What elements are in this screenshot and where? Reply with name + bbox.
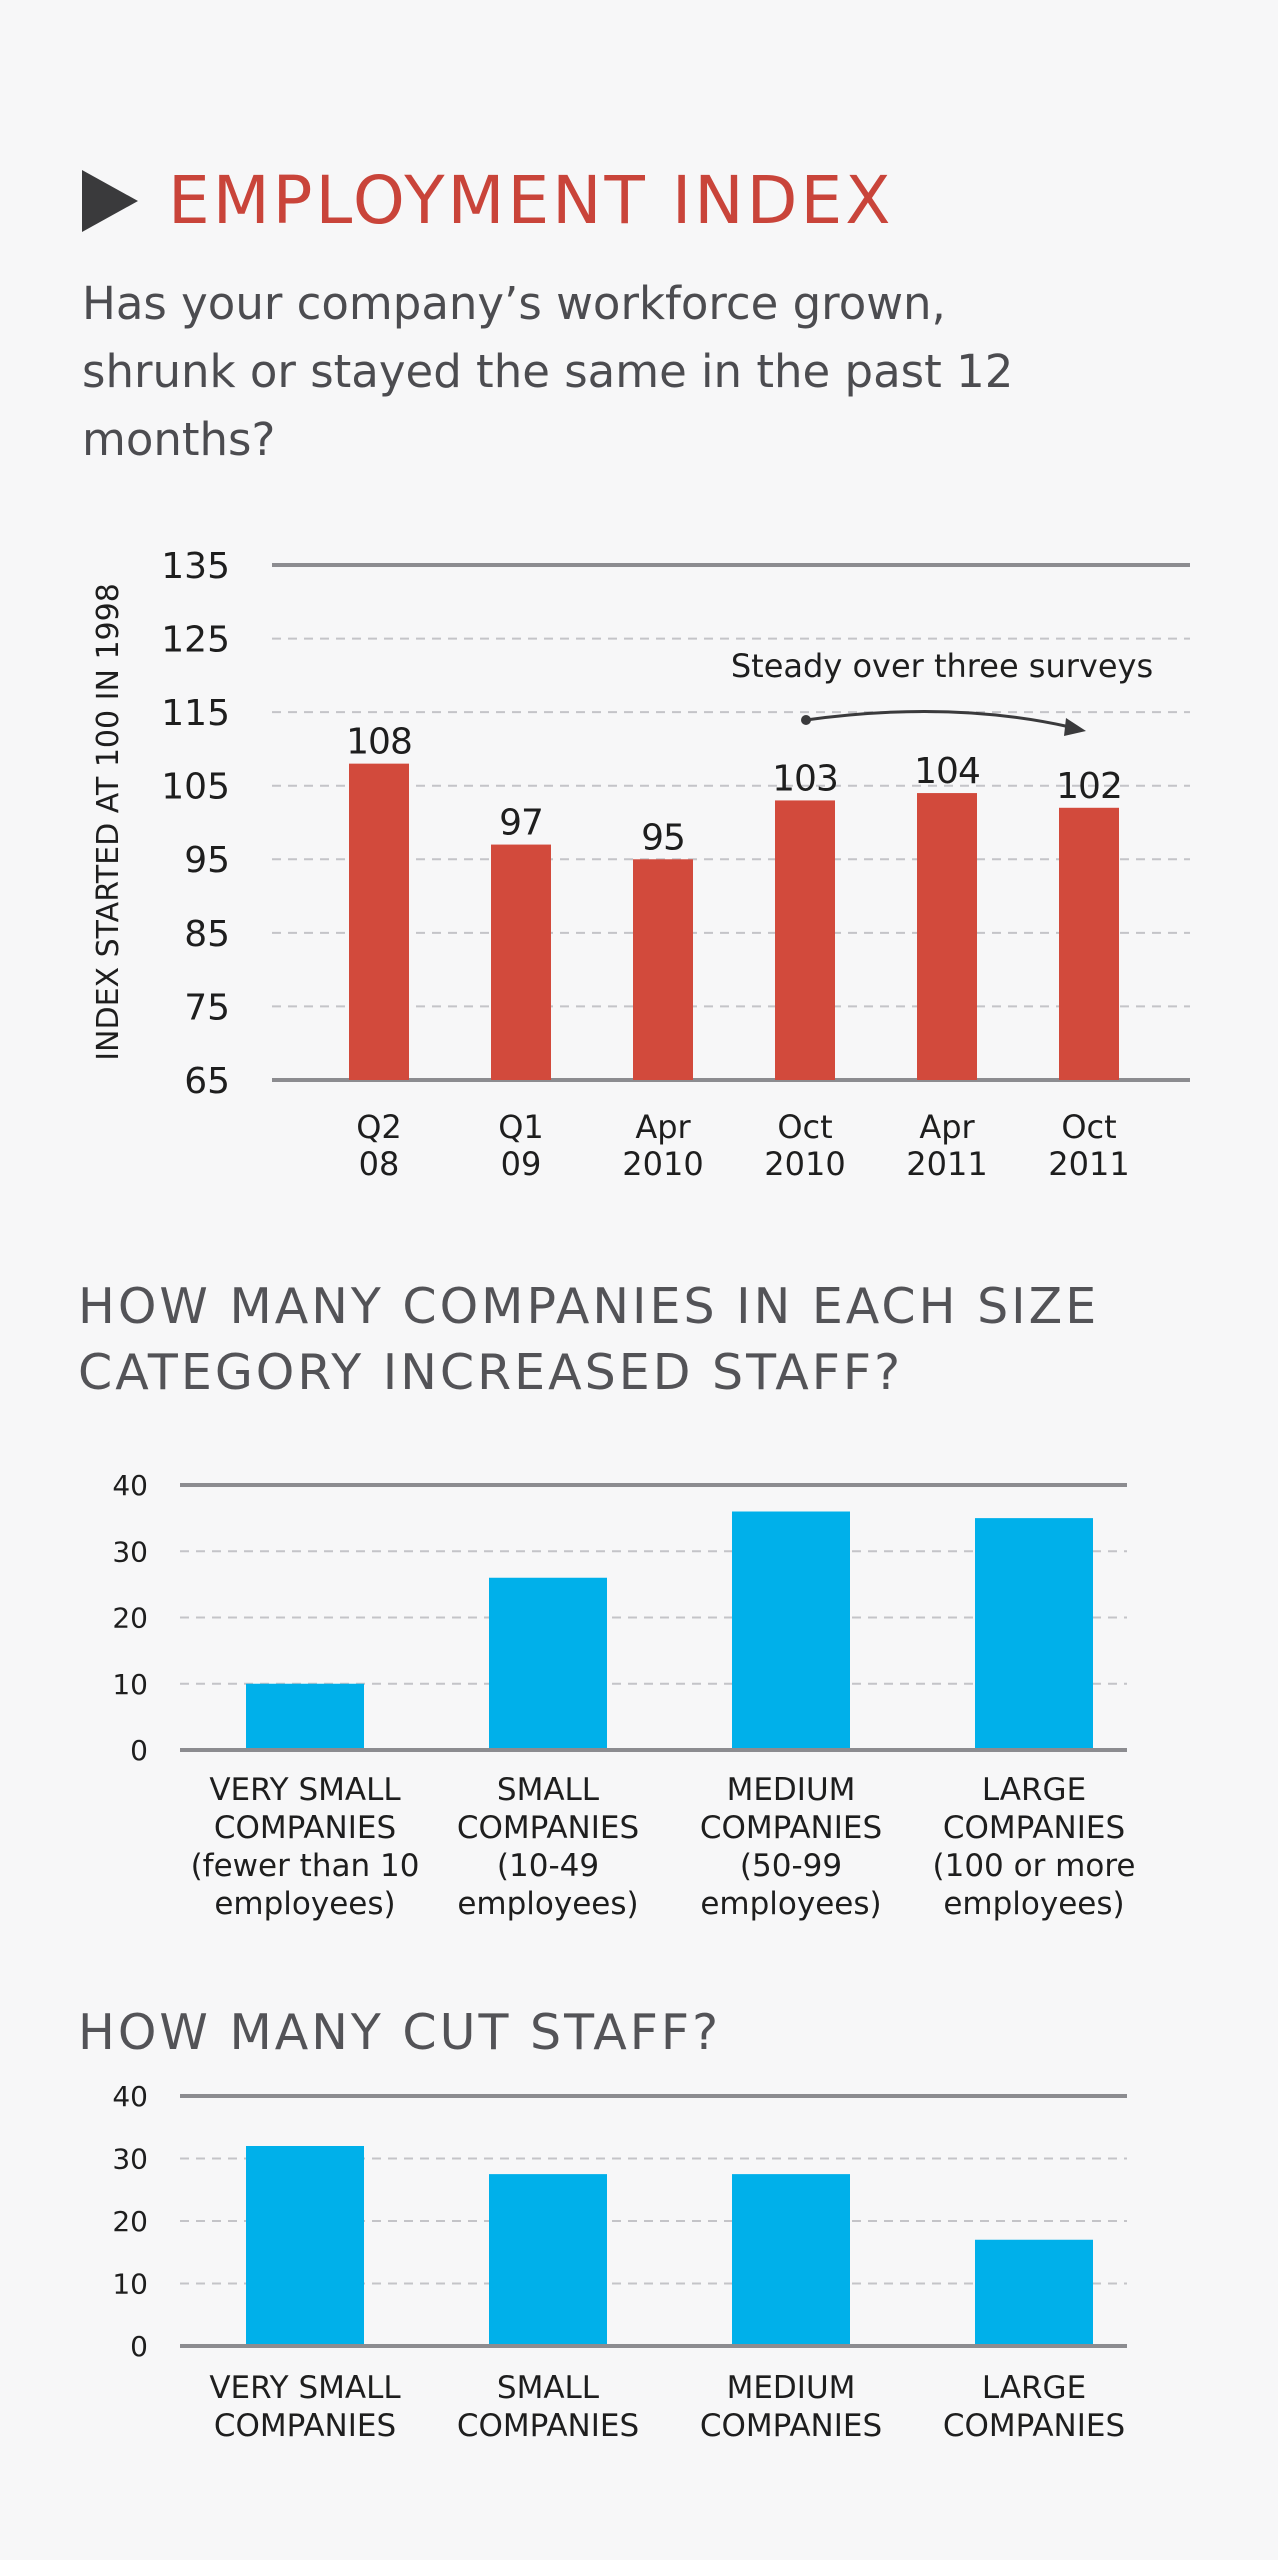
bar	[246, 1683, 364, 1748]
annotation-label: Steady over three surveys	[731, 647, 1153, 685]
y-tick-label: 20	[112, 1602, 148, 1635]
arrowhead-icon	[1064, 718, 1086, 736]
category-label: (50-99	[740, 1848, 842, 1884]
bar	[732, 2174, 850, 2344]
annotation-arrow	[805, 709, 1071, 729]
category-label: SMALL	[497, 1772, 600, 1808]
data-label: 104	[914, 751, 980, 792]
data-label: 108	[346, 722, 412, 763]
survey-question: Has your company’s workforce grown, shru…	[82, 277, 1014, 466]
y-tick-label: 40	[112, 1469, 148, 1502]
category-label: Apr	[635, 1108, 691, 1146]
bar	[975, 2239, 1093, 2344]
y-tick-label: 135	[161, 546, 230, 587]
page-title: EMPLOYMENT INDEX	[168, 162, 894, 239]
bar	[246, 2146, 364, 2344]
category-label: MEDIUM	[727, 2370, 856, 2406]
y-tick-label: 20	[112, 2205, 148, 2238]
bar	[489, 2174, 607, 2344]
bar	[917, 793, 977, 1080]
bar	[732, 1511, 850, 1748]
y-tick-label: 105	[161, 767, 230, 808]
cut-staff-title: HOW MANY CUT STAFF?	[78, 2004, 722, 2061]
category-label: COMPANIES	[943, 2408, 1125, 2444]
data-label: 97	[499, 803, 543, 844]
bar	[349, 763, 409, 1080]
y-axis-label: INDEX STARTED AT 100 IN 1998	[91, 583, 126, 1061]
category-label: COMPANIES	[700, 1810, 882, 1846]
y-tick-label: 75	[184, 987, 230, 1028]
category-label: VERY SMALL	[209, 1772, 401, 1808]
category-label: SMALL	[497, 2370, 600, 2406]
category-label: Q2	[356, 1108, 402, 1146]
category-label: Apr	[919, 1108, 975, 1146]
category-label: COMPANIES	[457, 1810, 639, 1846]
data-label: 102	[1056, 766, 1122, 807]
y-tick-label: 40	[112, 2080, 148, 2113]
y-tick-label: 85	[184, 914, 230, 955]
category-label: COMPANIES	[214, 1810, 396, 1846]
category-label: VERY SMALL	[209, 2370, 401, 2406]
data-label: 95	[641, 817, 685, 858]
category-label: Oct	[777, 1108, 832, 1146]
category-label: 2010	[622, 1145, 703, 1183]
bar	[491, 844, 551, 1080]
category-label: employees)	[214, 1886, 395, 1922]
y-tick-label: 125	[161, 620, 230, 661]
category-label: employees)	[943, 1886, 1124, 1922]
category-label: Q1	[498, 1108, 544, 1146]
category-label: 2010	[764, 1145, 845, 1183]
category-label: (10-49	[497, 1848, 599, 1884]
category-label: COMPANIES	[457, 2408, 639, 2444]
bar	[775, 800, 835, 1080]
y-tick-label: 30	[112, 1535, 148, 1568]
category-label: LARGE	[982, 1772, 1086, 1808]
y-tick-label: 0	[130, 1734, 148, 1767]
category-label: COMPANIES	[700, 2408, 882, 2444]
category-label: LARGE	[982, 2370, 1086, 2406]
play-triangle-icon	[82, 170, 138, 232]
category-label: MEDIUM	[727, 1772, 856, 1808]
category-label: 09	[501, 1145, 542, 1183]
category-label: Oct	[1061, 1108, 1116, 1146]
y-tick-label: 30	[112, 2143, 148, 2176]
data-label: 103	[772, 758, 838, 799]
y-tick-label: 0	[130, 2330, 148, 2363]
employment-index-chart: 13512511510595857565108Q20897Q10995Apr20…	[91, 546, 1190, 1183]
category-label: COMPANIES	[214, 2408, 396, 2444]
y-tick-label: 95	[184, 840, 230, 881]
category-label: 08	[359, 1145, 400, 1183]
category-label: (100 or more	[933, 1848, 1136, 1884]
header: EMPLOYMENT INDEX	[82, 168, 1202, 234]
category-label: 2011	[1048, 1145, 1129, 1183]
y-tick-label: 115	[161, 693, 230, 734]
bar	[1059, 807, 1119, 1080]
bar	[489, 1577, 607, 1748]
y-tick-label: 10	[112, 1668, 148, 1701]
category-label: COMPANIES	[943, 1810, 1125, 1846]
category-label: employees)	[700, 1886, 881, 1922]
category-label: 2011	[906, 1145, 987, 1183]
y-tick-label: 65	[184, 1061, 230, 1102]
category-label: (fewer than 10	[191, 1848, 420, 1884]
title-row: EMPLOYMENT INDEX	[82, 168, 1202, 234]
increased-staff-title: HOW MANY COMPANIES IN EACH SIZE CATEGORY…	[78, 1278, 1100, 1401]
bar	[975, 1518, 1093, 1748]
category-label: employees)	[457, 1886, 638, 1922]
y-tick-label: 10	[112, 2268, 148, 2301]
bar	[633, 859, 693, 1080]
